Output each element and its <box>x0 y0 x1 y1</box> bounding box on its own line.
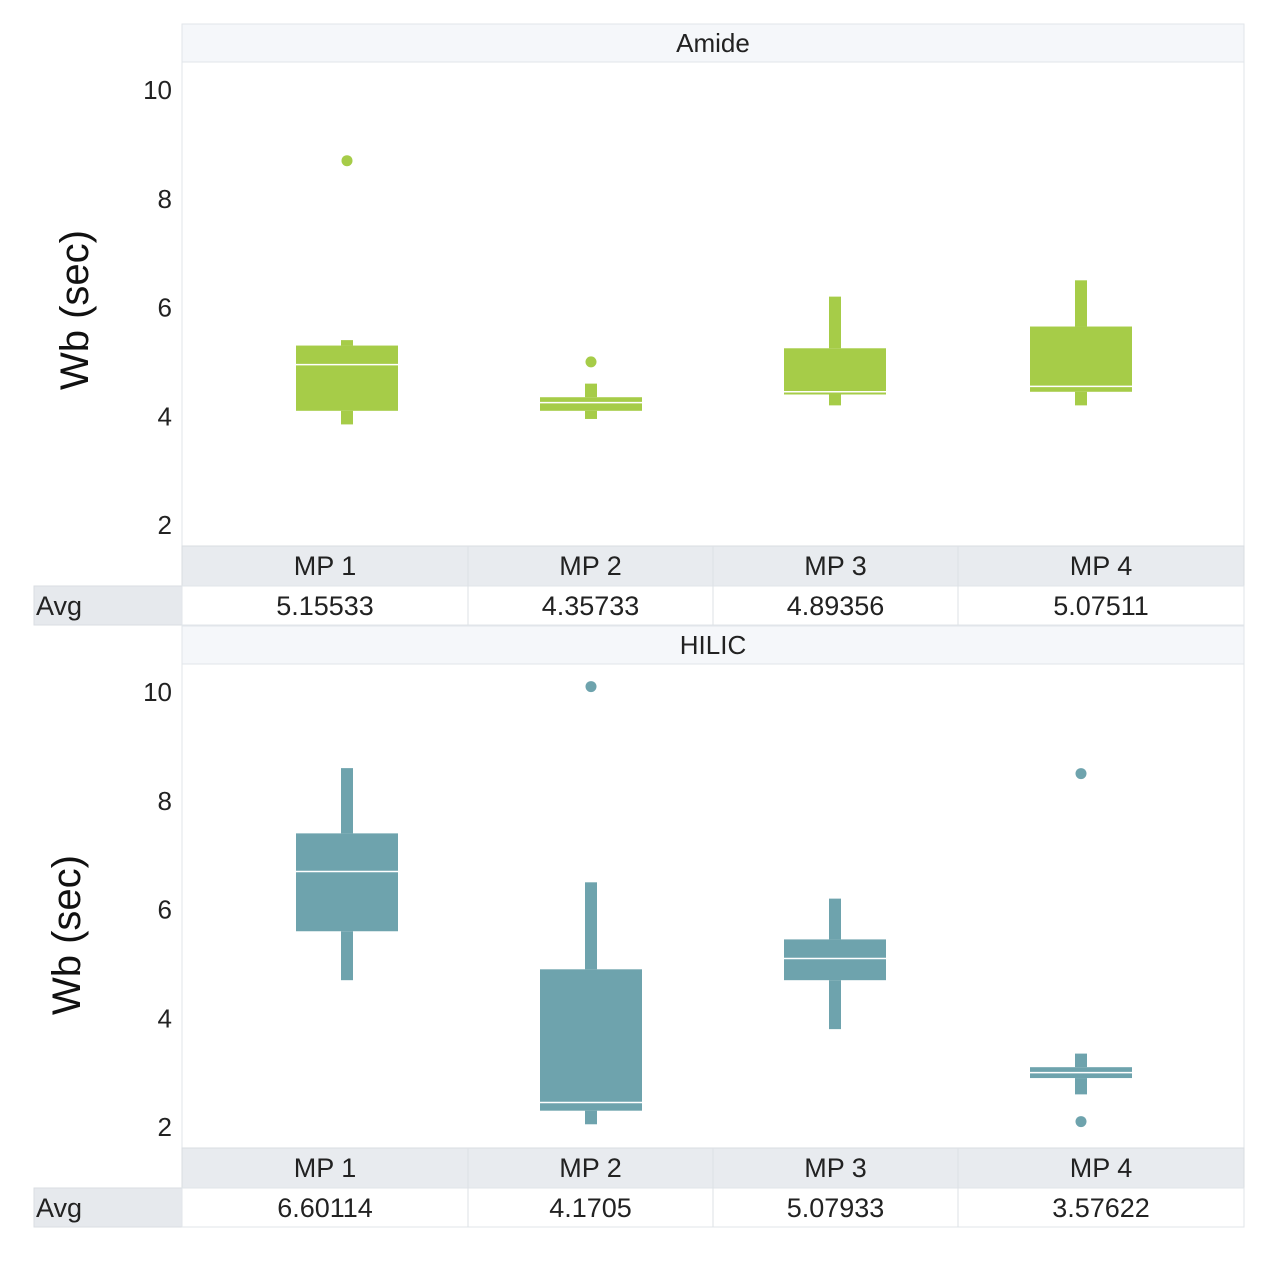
box-body <box>784 348 886 395</box>
avg-value: 4.89356 <box>787 591 885 621</box>
panel-title: HILIC <box>680 630 746 660</box>
avg-value: 3.57622 <box>1052 1193 1150 1223</box>
category-label: MP 1 <box>294 1153 357 1183</box>
plot-frame <box>181 23 1245 547</box>
avg-value: 6.60114 <box>277 1193 373 1223</box>
upper-whisker <box>829 296 841 349</box>
outlier-point <box>341 155 353 167</box>
avg-value: 5.07933 <box>787 1193 885 1223</box>
panel-amide: Amide 2 4 6 8 10 Wb (sec) Avg MP 1 5.15533 MP 2 4.3… <box>33 23 1245 626</box>
avg-value: 4.1705 <box>549 1193 632 1223</box>
y-tick-label: 2 <box>158 510 172 540</box>
upper-whisker <box>341 340 353 346</box>
y-tick-label: 2 <box>158 1112 172 1142</box>
box-body <box>540 397 642 411</box>
lower-whisker <box>341 410 353 425</box>
y-axis-label: Wb (sec) <box>53 230 97 390</box>
box-mp4 <box>1030 280 1132 406</box>
avg-value: 4.35733 <box>542 591 640 621</box>
y-tick-label: 6 <box>158 895 172 925</box>
box-body <box>296 833 398 932</box>
upper-whisker <box>829 898 841 940</box>
y-tick-label: 4 <box>158 1003 172 1033</box>
upper-whisker <box>585 383 597 398</box>
category-label: MP 2 <box>559 551 622 581</box>
avg-value: 5.15533 <box>276 591 374 621</box>
lower-whisker <box>341 931 353 981</box>
avg-value: 5.07511 <box>1053 591 1149 621</box>
avg-label-cell <box>33 1187 183 1228</box>
lower-whisker <box>585 1110 597 1125</box>
box-mp1 <box>296 768 398 981</box>
box-body <box>784 939 886 981</box>
upper-whisker <box>1075 1053 1087 1068</box>
y-tick-label: 6 <box>158 293 172 323</box>
category-label: MP 1 <box>294 551 357 581</box>
upper-whisker <box>585 882 597 970</box>
upper-whisker <box>341 768 353 834</box>
box-mp3 <box>784 898 886 1030</box>
panel-title-strip <box>181 23 1245 63</box>
panel-hilic: HILIC 2 4 6 8 10 Wb (sec) Avg MP 1 6.60114 MP 2 4.1… <box>33 625 1245 1228</box>
panel-title: Amide <box>676 28 750 58</box>
y-tick-label: 8 <box>158 786 172 816</box>
category-label: MP 4 <box>1070 551 1133 581</box>
box-mp3 <box>784 296 886 406</box>
box-mp1 <box>296 155 398 425</box>
y-tick-label: 10 <box>143 677 172 707</box>
y-axis-label: Wb (sec) <box>45 855 89 1015</box>
outlier-point <box>585 356 597 368</box>
box-mp2 <box>540 356 642 419</box>
category-label: MP 2 <box>559 1153 622 1183</box>
category-label: MP 4 <box>1070 1153 1133 1183</box>
y-tick-label: 8 <box>158 184 172 214</box>
avg-row-label: Avg <box>36 591 82 621</box>
outlier-point <box>585 681 597 693</box>
category-label: MP 3 <box>804 1153 867 1183</box>
lower-whisker <box>829 394 841 406</box>
avg-row-label: Avg <box>36 1193 82 1223</box>
category-label: MP 3 <box>804 551 867 581</box>
box-body <box>296 345 398 411</box>
lower-whisker <box>1075 391 1087 406</box>
y-tick-label: 4 <box>158 401 172 431</box>
box-body <box>1030 326 1132 392</box>
box-mp4 <box>1030 768 1132 1128</box>
lower-whisker <box>829 980 841 1030</box>
outlier-point <box>1075 1116 1087 1128</box>
lower-whisker <box>585 410 597 419</box>
panel-title-strip <box>181 625 1245 665</box>
outlier-point <box>1075 768 1087 780</box>
y-tick-label: 10 <box>143 75 172 105</box>
lower-whisker <box>1075 1078 1087 1095</box>
box-body <box>540 969 642 1111</box>
upper-whisker <box>1075 280 1087 327</box>
box-mp2 <box>540 681 642 1125</box>
